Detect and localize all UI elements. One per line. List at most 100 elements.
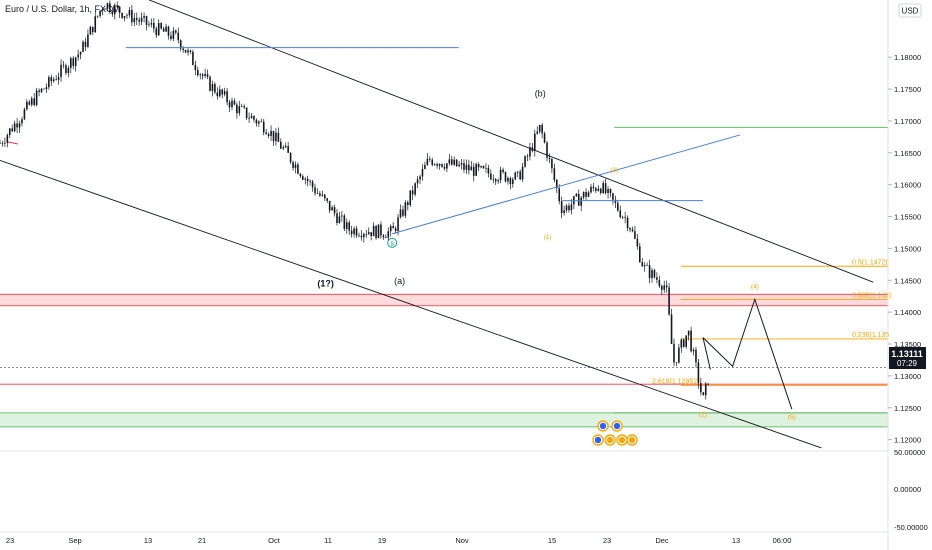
candle-body bbox=[187, 50, 189, 53]
candle-body bbox=[0, 143, 1, 144]
candle-body bbox=[150, 23, 153, 25]
candle-body bbox=[128, 10, 131, 16]
wave-label[interactable]: 5 bbox=[390, 241, 394, 248]
candle-body bbox=[553, 168, 556, 180]
time-tick-label: 23 bbox=[603, 536, 611, 545]
candle-body bbox=[238, 106, 241, 114]
candle-body bbox=[463, 163, 465, 170]
candle-body bbox=[680, 339, 683, 348]
wave-label[interactable]: (2) bbox=[610, 167, 618, 174]
candle-body bbox=[206, 74, 209, 77]
candle-body bbox=[499, 169, 502, 181]
candle-body bbox=[397, 217, 399, 231]
candle-body bbox=[275, 132, 277, 142]
news-event-icon[interactable] bbox=[597, 420, 609, 432]
time-tick-label: 15 bbox=[548, 536, 556, 545]
candle-body bbox=[50, 77, 53, 82]
candle-body bbox=[331, 207, 333, 211]
candle-body bbox=[197, 70, 199, 76]
wave-label[interactable]: (5) bbox=[788, 414, 796, 421]
candle-body bbox=[228, 102, 231, 108]
candle-body bbox=[509, 177, 512, 184]
candle-body bbox=[421, 168, 424, 177]
indicator-axis[interactable]: 50.00000 0.00000 -50.00000 bbox=[894, 448, 928, 532]
candle-body bbox=[87, 34, 89, 47]
earnings-event-icon[interactable] bbox=[616, 434, 628, 446]
candle-body bbox=[284, 145, 287, 148]
candle-body bbox=[465, 164, 468, 170]
trend-line[interactable] bbox=[392, 134, 741, 235]
candle-body bbox=[214, 84, 216, 93]
candle-body bbox=[138, 19, 140, 22]
candle-body bbox=[673, 343, 675, 363]
price-tick-label: 1.15500 bbox=[894, 213, 921, 222]
price-axis[interactable]: 1.18000 1.17500 1.17000 1.16500 1.16000 1.155… bbox=[888, 53, 921, 445]
candle-body bbox=[260, 121, 263, 123]
candle-body bbox=[99, 10, 101, 16]
time-tick-label: 13 bbox=[144, 536, 152, 545]
candle-body bbox=[23, 109, 26, 120]
candle-body bbox=[189, 50, 192, 52]
candle-body bbox=[702, 392, 705, 396]
candle-body bbox=[77, 54, 79, 58]
candle-body bbox=[587, 192, 590, 197]
wave-label[interactable]: (4) bbox=[751, 284, 759, 291]
candle-body bbox=[140, 17, 143, 22]
candle-body bbox=[490, 173, 492, 180]
candle-body bbox=[52, 79, 55, 82]
candle-body bbox=[201, 74, 204, 76]
candle-body bbox=[453, 159, 456, 165]
candle-body bbox=[55, 79, 57, 81]
candle-body bbox=[558, 188, 561, 202]
wave-projection[interactable] bbox=[702, 297, 793, 410]
candle-body bbox=[280, 141, 282, 149]
candle-body bbox=[82, 41, 84, 53]
wave-label[interactable]: (a) bbox=[394, 276, 405, 286]
fib-level-label: 0.236(1.135 bbox=[852, 332, 889, 339]
candle-body bbox=[26, 101, 28, 110]
candle-body bbox=[590, 186, 592, 193]
candle-body bbox=[487, 167, 490, 174]
support-zone[interactable] bbox=[0, 412, 888, 428]
news-event-icon[interactable] bbox=[611, 420, 623, 432]
currency-badge[interactable]: USD bbox=[902, 7, 919, 16]
indicator-tick-label: -50.00000 bbox=[894, 523, 928, 532]
candle-body bbox=[394, 228, 397, 231]
indicator-tick-label: 50.00000 bbox=[894, 448, 925, 457]
candle-body bbox=[551, 158, 553, 169]
candle-body bbox=[514, 172, 517, 180]
candle-body bbox=[40, 88, 43, 92]
candle-body bbox=[617, 202, 619, 211]
candle-body bbox=[262, 121, 265, 133]
wave-label[interactable]: (2) bbox=[699, 412, 707, 419]
channel-line[interactable] bbox=[141, 0, 874, 283]
candle-body bbox=[482, 166, 485, 169]
wave-label[interactable]: (b) bbox=[535, 89, 546, 99]
time-axis[interactable]: 23 Sep 13 21 Oct 11 19 Nov 15 23 Dec 13 06:00 bbox=[6, 536, 792, 545]
time-tick-label: 13 bbox=[732, 536, 740, 545]
candle-body bbox=[563, 210, 565, 214]
resistance-zone[interactable] bbox=[0, 294, 888, 307]
candle-body bbox=[72, 58, 75, 66]
candle-body bbox=[218, 89, 221, 97]
candle-body bbox=[521, 166, 524, 180]
candle-body bbox=[651, 270, 653, 279]
candle-body bbox=[209, 76, 211, 91]
candle-body bbox=[153, 23, 155, 29]
red-marker bbox=[7, 141, 19, 145]
earnings-event-icon[interactable] bbox=[592, 434, 604, 446]
candle-body bbox=[160, 23, 162, 29]
wave-label[interactable]: (1) bbox=[544, 234, 552, 241]
earnings-event-icon[interactable] bbox=[604, 434, 616, 446]
channel-line[interactable] bbox=[0, 160, 822, 449]
wave-label[interactable]: (1?) bbox=[317, 279, 334, 289]
earnings-event-icon[interactable] bbox=[626, 434, 638, 446]
candle-body bbox=[609, 188, 612, 194]
candle-body bbox=[416, 179, 419, 184]
candle-body bbox=[297, 164, 299, 174]
candle-body bbox=[675, 362, 678, 364]
currency-badge-box[interactable] bbox=[898, 3, 922, 18]
candle-body bbox=[643, 264, 646, 267]
candle-body bbox=[118, 6, 121, 13]
